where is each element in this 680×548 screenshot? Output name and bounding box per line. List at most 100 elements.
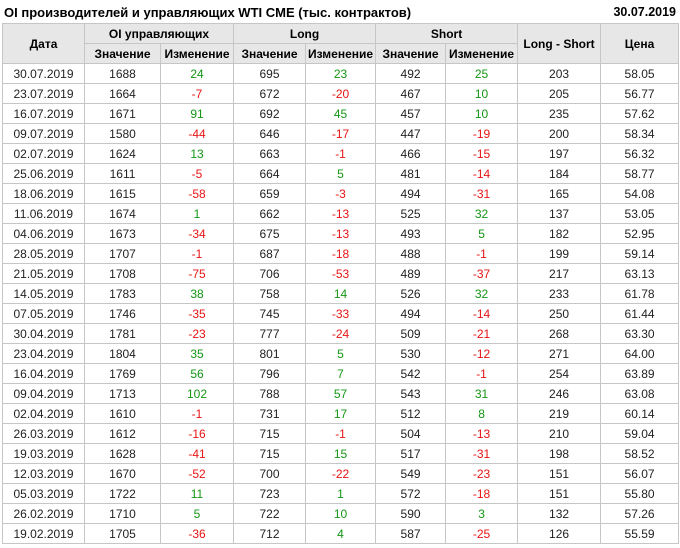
short-value-cell: 530 <box>375 343 447 364</box>
long-short-cell: 250 <box>517 303 602 324</box>
oi-change-cell: -52 <box>159 463 235 484</box>
date-cell: 09.04.2019 <box>2 383 85 404</box>
table-row: 16.07.2019 1671 91 692 45 457 10 235 57.62 <box>2 103 680 124</box>
long-value-cell: 664 <box>233 163 307 184</box>
oi-change-cell: -1 <box>159 403 235 424</box>
date-cell: 26.02.2019 <box>2 503 85 524</box>
date-cell: 05.03.2019 <box>2 483 85 504</box>
short-value-cell: 517 <box>375 443 447 464</box>
oi-change-cell: 56 <box>159 363 235 384</box>
long-value-cell: 706 <box>233 263 307 284</box>
price-cell: 56.32 <box>600 143 680 164</box>
table-row: 21.05.2019 1708 -75 706 -53 489 -37 217 63.13 <box>2 263 680 284</box>
oi-value-cell: 1624 <box>84 143 161 164</box>
short-value-cell: 492 <box>375 63 447 84</box>
price-cell: 57.62 <box>600 103 680 124</box>
table-row: 09.07.2019 1580 -44 646 -17 447 -19 200 58.34 <box>2 123 680 144</box>
short-change-cell: 8 <box>445 403 519 424</box>
long-change-cell: 5 <box>305 343 377 364</box>
oi-value-cell: 1688 <box>84 63 161 84</box>
oi-change-cell: 38 <box>159 283 235 304</box>
oi-value-cell: 1628 <box>84 443 161 464</box>
date-cell: 18.06.2019 <box>2 183 85 204</box>
short-value-cell: 447 <box>375 123 447 144</box>
price-cell: 56.07 <box>600 463 680 484</box>
oi-change-cell: -5 <box>159 163 235 184</box>
long-short-cell: 137 <box>517 203 602 224</box>
short-value-cell: 509 <box>375 323 447 344</box>
short-change-cell: -1 <box>445 243 519 264</box>
long-change-cell: 57 <box>305 383 377 404</box>
long-change-cell: -18 <box>305 243 377 264</box>
date-cell: 25.06.2019 <box>2 163 85 184</box>
date-cell: 07.05.2019 <box>2 303 85 324</box>
long-short-cell: 233 <box>517 283 602 304</box>
long-short-cell: 199 <box>517 243 602 264</box>
oi-value-cell: 1708 <box>84 263 161 284</box>
short-change-cell: -14 <box>445 303 519 324</box>
short-value-cell: 572 <box>375 483 447 504</box>
date-cell: 30.07.2019 <box>2 63 85 84</box>
oi-value-cell: 1746 <box>84 303 161 324</box>
date-cell: 19.03.2019 <box>2 443 85 464</box>
long-short-cell: 217 <box>517 263 602 284</box>
oi-change-cell: -35 <box>159 303 235 324</box>
short-value-cell: 494 <box>375 303 447 324</box>
short-value-cell: 504 <box>375 423 447 444</box>
short-change-cell: -12 <box>445 343 519 364</box>
long-short-cell: 210 <box>517 423 602 444</box>
date-cell: 16.04.2019 <box>2 363 85 384</box>
long-value-cell: 796 <box>233 363 307 384</box>
price-cell: 59.04 <box>600 423 680 444</box>
short-value-cell: 549 <box>375 463 447 484</box>
long-change-cell: 45 <box>305 103 377 124</box>
long-change-cell: 7 <box>305 363 377 384</box>
long-short-cell: 271 <box>517 343 602 364</box>
short-value-cell: 493 <box>375 223 447 244</box>
price-cell: 55.80 <box>600 483 680 504</box>
short-value-cell: 489 <box>375 263 447 284</box>
short-value-cell: 587 <box>375 523 447 544</box>
oi-value-cell: 1664 <box>84 83 161 104</box>
price-cell: 61.78 <box>600 283 680 304</box>
price-cell: 63.30 <box>600 323 680 344</box>
date-cell: 23.07.2019 <box>2 83 85 104</box>
long-value-cell: 672 <box>233 83 307 104</box>
short-value-cell: 457 <box>375 103 447 124</box>
long-short-cell: 235 <box>517 103 602 124</box>
short-change-cell: 10 <box>445 83 519 104</box>
oi-value-cell: 1769 <box>84 363 161 384</box>
long-value-cell: 687 <box>233 243 307 264</box>
long-short-cell: 165 <box>517 183 602 204</box>
table-body: 30.07.2019 1688 24 695 23 492 25 203 58.05 23.07.… <box>2 63 680 544</box>
oi-change-cell: 35 <box>159 343 235 364</box>
date-cell: 09.07.2019 <box>2 123 85 144</box>
oi-change-cell: -7 <box>159 83 235 104</box>
price-cell: 61.44 <box>600 303 680 324</box>
long-value-cell: 745 <box>233 303 307 324</box>
long-change-cell: -53 <box>305 263 377 284</box>
long-short-cell: 203 <box>517 63 602 84</box>
price-cell: 60.14 <box>600 403 680 424</box>
oi-value-cell: 1713 <box>84 383 161 404</box>
long-value-cell: 777 <box>233 323 307 344</box>
table-row: 30.04.2019 1781 -23 777 -24 509 -21 268 63.30 <box>2 323 680 344</box>
col-subheader-long-change: Изменение <box>305 43 377 64</box>
oi-value-cell: 1610 <box>84 403 161 424</box>
long-short-cell: 126 <box>517 523 602 544</box>
oi-change-cell: -75 <box>159 263 235 284</box>
table-row: 02.04.2019 1610 -1 731 17 512 8 219 60.14 <box>2 403 680 424</box>
table-row: 25.06.2019 1611 -5 664 5 481 -14 184 58.77 <box>2 163 680 184</box>
col-group-oi-managers: OI управляющих <box>83 23 235 44</box>
page-title: OI производителей и управляющих WTI CME … <box>4 4 412 20</box>
date-cell: 02.04.2019 <box>2 403 85 424</box>
oi-value-cell: 1674 <box>84 203 161 224</box>
short-value-cell: 525 <box>375 203 447 224</box>
oi-change-cell: 1 <box>159 203 235 224</box>
short-change-cell: -37 <box>445 263 519 284</box>
price-cell: 64.00 <box>600 343 680 364</box>
long-short-cell: 200 <box>517 123 602 144</box>
oi-value-cell: 1615 <box>84 183 161 204</box>
date-cell: 19.02.2019 <box>2 523 85 544</box>
long-change-cell: 5 <box>305 163 377 184</box>
